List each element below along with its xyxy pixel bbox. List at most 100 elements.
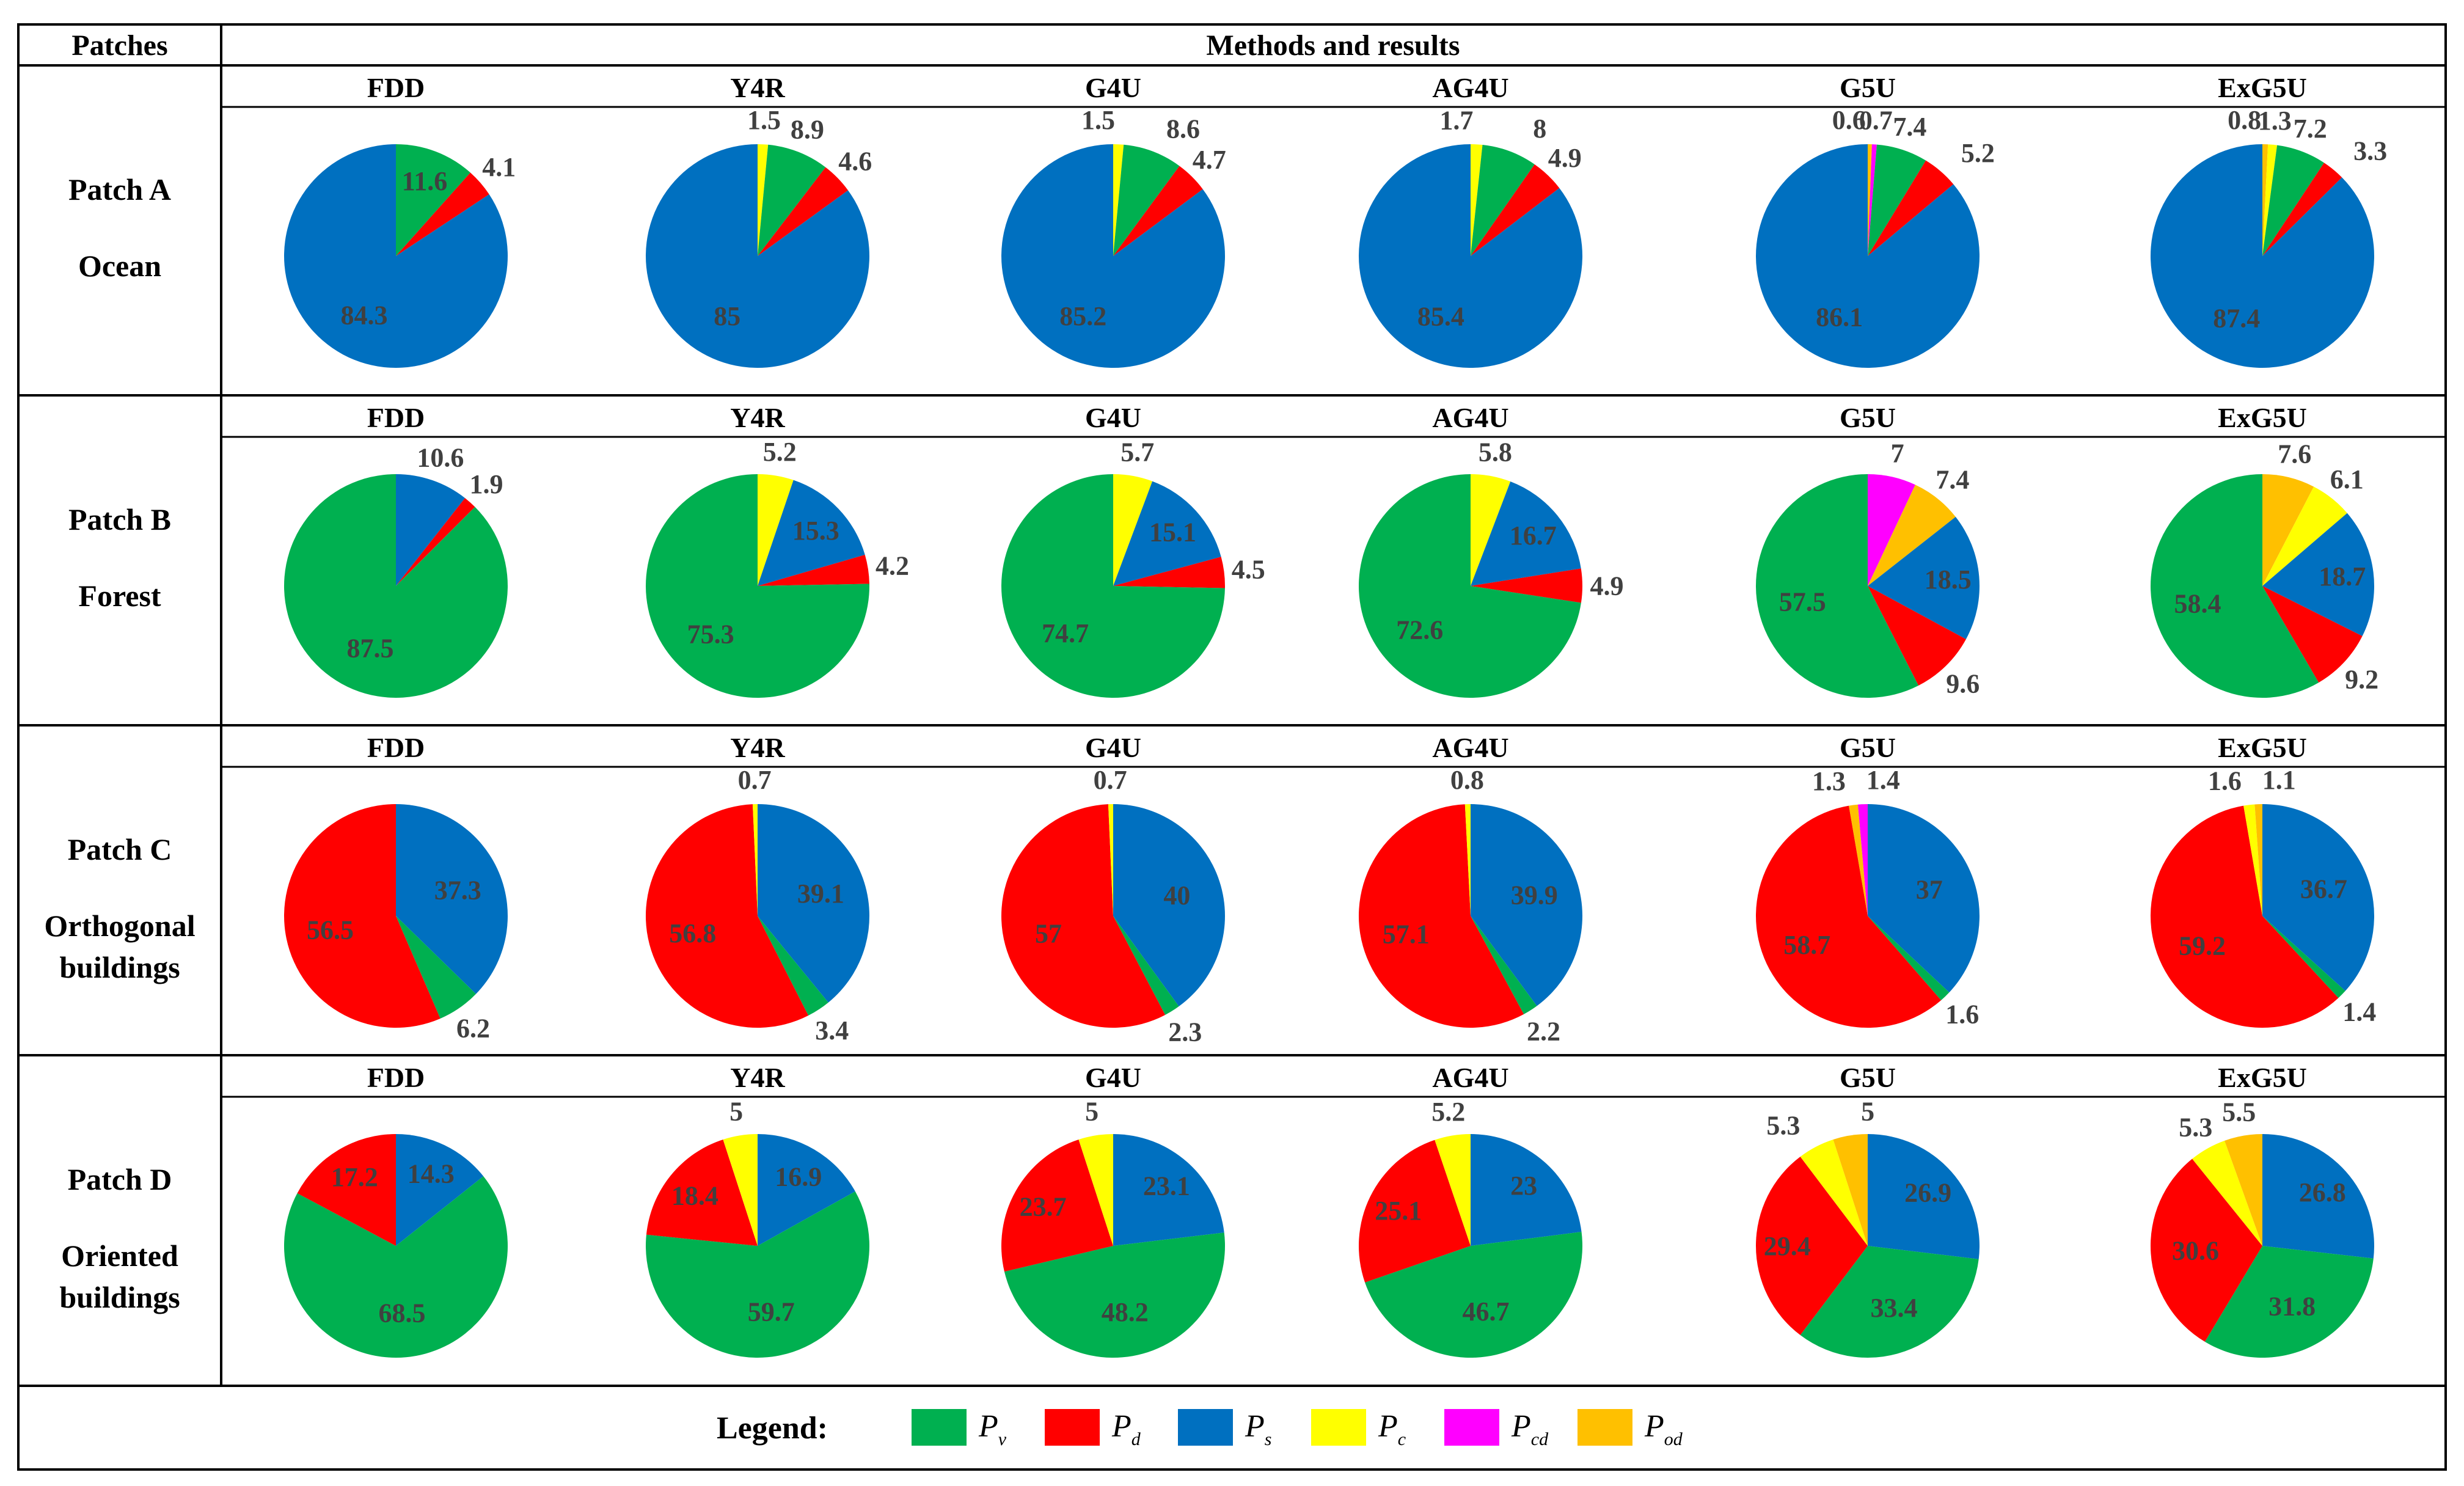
pie-slice [1800, 1246, 1979, 1358]
data-label: 15.3 [792, 516, 839, 546]
pie-slice [1113, 166, 1203, 256]
data-label: 9.6 [1946, 669, 1980, 699]
data-label: 87.4 [2213, 303, 2260, 333]
data-label: 0.8 [1450, 765, 1484, 795]
pie-chart: FDD 11.6 4.1 84.3 [284, 72, 516, 368]
legend-item: Pd [1045, 1409, 1141, 1449]
method-title: Y4R [730, 72, 785, 103]
pie-slice [758, 474, 794, 586]
method-title: Y4R [730, 1062, 785, 1093]
patch-sublabel: buildings [59, 1280, 180, 1314]
pie-slice [1471, 568, 1582, 603]
data-label: 5.2 [1961, 138, 1995, 168]
data-label: 5.3 [2179, 1113, 2212, 1143]
pie-slice [1471, 474, 1511, 586]
data-label: 1.5 [1081, 105, 1115, 135]
pie-slice [2151, 805, 2339, 1028]
pie-chart: G5U 37 1.6 58.7 1.3 1.4 [1756, 732, 1980, 1030]
pie-slice [723, 1134, 758, 1246]
data-label: 29.4 [1764, 1231, 1811, 1261]
data-label: 5.3 [1766, 1110, 1800, 1140]
pie-slice [1113, 916, 1179, 1015]
data-label: 68.5 [379, 1298, 426, 1328]
data-label: 0.8 [2228, 105, 2261, 135]
data-label: 23 [1510, 1171, 1537, 1201]
pie-slice [2262, 916, 2345, 998]
pie-chart: AG4U 39.9 2.2 57.1 0.8 [1358, 732, 1582, 1046]
data-label: 5 [729, 1097, 743, 1127]
data-label: 7.4 [1893, 112, 1926, 142]
pie-chart: Y4R 39.1 3.4 56.8 0.7 [645, 732, 869, 1045]
data-label: 59.2 [2179, 931, 2226, 961]
data-label: 26.9 [1904, 1178, 1951, 1208]
pie-slice [1471, 481, 1581, 586]
data-label: 8 [1533, 114, 1546, 144]
data-label: 4.9 [1548, 143, 1582, 173]
pie-slice [2262, 804, 2375, 991]
data-label: 0.7 [1094, 765, 1127, 795]
legend-label: Pd [1111, 1409, 1141, 1449]
pie-slice [646, 474, 870, 698]
patch-label: Patch B [68, 502, 171, 536]
pie-slice [1868, 1134, 1980, 1259]
pie-chart: AG4U 5.8 16.7 4.9 72.6 [1358, 402, 1624, 698]
data-label: 85.4 [1417, 302, 1464, 332]
pie-slice [1471, 1134, 1582, 1246]
data-label: 1.9 [470, 469, 503, 499]
data-label: 4.6 [838, 146, 872, 176]
pie-chart: ExG5U 26.8 31.8 30.6 5.3 5.5 [2150, 1062, 2374, 1358]
legend-title: Legend: [717, 1411, 828, 1446]
pie-slice [1113, 474, 1153, 586]
pie-chart: G4U 40 2.3 57 0.7 [1001, 732, 1225, 1047]
method-title: G4U [1085, 72, 1141, 103]
pie-slice [758, 916, 828, 1016]
pie-slice [1868, 144, 1872, 256]
pie-slice [1868, 804, 1980, 993]
data-label: 74.7 [1042, 618, 1089, 648]
data-label: 85 [714, 301, 740, 331]
patch-sublabel: Forest [78, 579, 161, 613]
data-label: 2.3 [1168, 1017, 1202, 1047]
data-label: 2.2 [1527, 1016, 1560, 1046]
pie-slice [1113, 144, 1180, 256]
method-title: FDD [367, 402, 425, 433]
legend-label: Pcd [1511, 1409, 1549, 1449]
pie-chart: Y4R 5.2 15.3 4.2 75.3 [646, 402, 909, 698]
method-title: AG4U [1432, 402, 1508, 433]
data-label: 1.3 [1812, 766, 1846, 796]
methods-header: Methods and results [1206, 29, 1460, 62]
pie-slice [2204, 1246, 2374, 1358]
patch-sublabel: Oriented [61, 1239, 178, 1273]
data-label: 0.6 [1832, 105, 1866, 135]
pie-slice [1358, 474, 1581, 698]
pie-slice [284, 144, 508, 368]
data-label: 7.2 [2294, 114, 2327, 144]
data-label: 5.5 [2222, 1097, 2256, 1127]
data-label: 5.8 [1479, 437, 1512, 467]
data-label: 57.5 [1779, 587, 1826, 617]
pie-slice [297, 1134, 396, 1246]
data-label: 23.7 [1020, 1191, 1067, 1221]
data-label: 3.3 [2353, 136, 2387, 166]
pie-slice [396, 144, 470, 256]
data-label: 11.6 [402, 166, 448, 196]
pie-slice [1755, 1157, 1868, 1335]
pie-slice [1004, 1232, 1226, 1358]
data-label: 10.6 [417, 442, 464, 472]
data-label: 1.1 [2262, 765, 2296, 795]
pie-slice [645, 144, 869, 368]
patch-row: Patch D Oriented buildings FDD 14.3 68.5 17.2 Y… [18, 1054, 2446, 1358]
patch-sublabel: Orthogonal [44, 909, 195, 943]
data-label: 18.7 [2319, 562, 2366, 591]
data-label: 5 [1085, 1097, 1099, 1127]
pie-slice [1471, 804, 1582, 1006]
data-label: 5.7 [1120, 437, 1154, 467]
data-label: 3.4 [815, 1016, 849, 1045]
pie-slice [284, 1176, 508, 1358]
pie-slice [758, 1134, 855, 1246]
method-title: G4U [1085, 402, 1141, 433]
method-title: AG4U [1432, 72, 1508, 103]
pie-slice [1849, 804, 1868, 916]
